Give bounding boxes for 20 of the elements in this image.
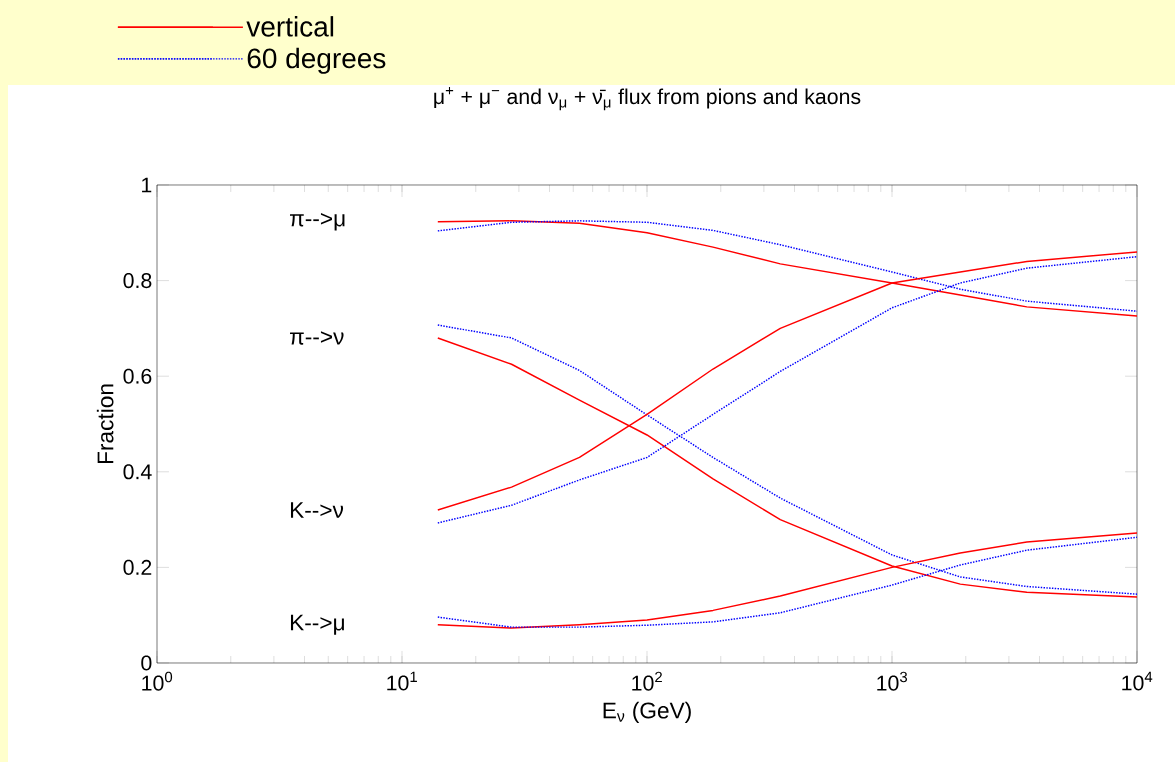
y-tick-label: 0 — [141, 655, 152, 671]
annotation: π-->μ — [290, 213, 345, 231]
annotation: K-->ν — [290, 502, 344, 518]
y-tick-label: 0.4 — [123, 464, 152, 480]
annotation: K-->μ — [290, 614, 344, 635]
x-tick-label: 10$^{1}$ — [387, 671, 417, 691]
x-tick-label: 10$^{3}$ — [877, 671, 908, 691]
x-tick-label: 10$^{4}$ — [1122, 671, 1153, 691]
x-tick-label: 10$^{2}$ — [632, 671, 662, 691]
chart-title: μ$^{+}$ + μ$^{−}$ and ν$_{μ}$ + ν̄$_{μ}$ flux from pions and kaons — [434, 86, 861, 111]
y-tick-label: 1 — [142, 177, 152, 193]
y-tick-label: 0.2 — [123, 559, 152, 575]
annotation: π-->ν — [290, 331, 344, 345]
x-axis-title: E$_{ν}$ (GeV) — [603, 701, 691, 723]
legend-label: 60 degrees — [247, 47, 386, 74]
y-axis-title: Fraction — [96, 384, 114, 464]
y-tick-label: 0.8 — [123, 273, 152, 289]
y-tick-label: 0.6 — [123, 368, 152, 384]
legend-label: vertical — [246, 16, 334, 37]
x-tick-label: 10$^{0}$ — [142, 671, 173, 691]
